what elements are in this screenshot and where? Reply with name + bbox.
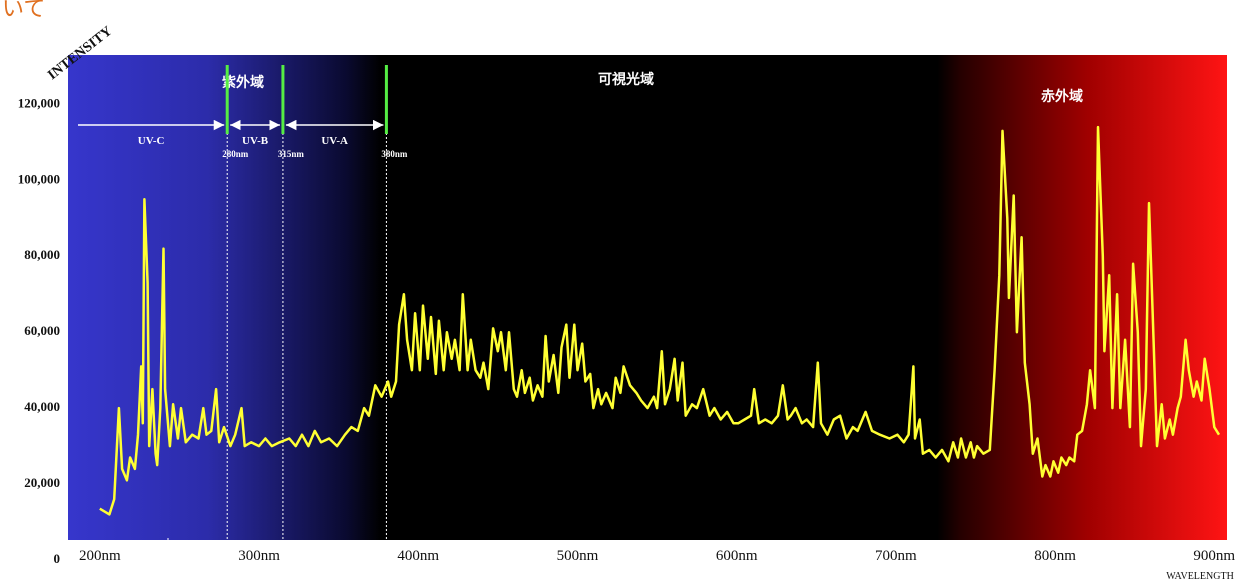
x-tick-label: 300nm — [238, 548, 280, 564]
marker-label: 380nm — [381, 149, 408, 159]
y-tick-label: 120,000 — [18, 95, 60, 110]
y-tick-label: 100,000 — [18, 171, 60, 186]
marker-label: 280nm — [222, 149, 249, 159]
x-tick-label: 900nm — [1193, 548, 1235, 564]
spectrum-line — [99, 125, 1221, 516]
x-tick-label: 200nm — [79, 548, 121, 564]
y-tick-label: 60,000 — [24, 323, 60, 338]
x-axis-label: WAVELENGTH — [1166, 571, 1234, 582]
y-tick-label: 40,000 — [24, 399, 60, 414]
x-tick-label: 800nm — [1034, 548, 1076, 564]
y-tick-label: 20,000 — [24, 475, 60, 490]
lamp-label: UVランプ(65W) — [178, 540, 266, 554]
band-label: UV-C — [138, 135, 165, 147]
band-label: UV-A — [321, 135, 348, 147]
handwritten-note: いて — [2, 0, 45, 22]
region-label: 可視光域 — [598, 71, 654, 88]
plot-background — [68, 55, 1227, 540]
band-label: UV-B — [242, 135, 269, 147]
y-tick-label: 80,000 — [24, 247, 60, 262]
x-tick-label: 400nm — [397, 548, 439, 564]
region-label: 赤外域 — [1041, 88, 1083, 105]
marker-label: 315nm — [278, 149, 305, 159]
x-tick-label: 600nm — [716, 548, 758, 564]
x-tick-label: 700nm — [875, 548, 917, 564]
region-label: 紫外域 — [222, 74, 264, 91]
x-tick-label: 500nm — [557, 548, 599, 564]
y-tick-label: 0 — [54, 551, 61, 566]
